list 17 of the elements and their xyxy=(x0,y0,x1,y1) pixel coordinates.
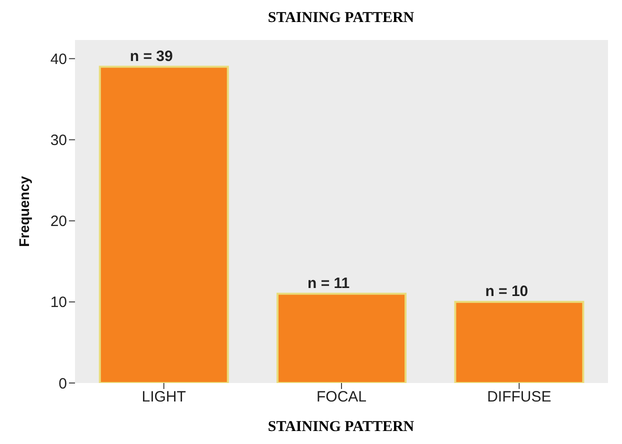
y-tick-label: 30 xyxy=(50,132,67,150)
bar xyxy=(276,292,407,383)
y-tick-label: 10 xyxy=(50,294,67,312)
data-label: n = 10 xyxy=(485,282,528,300)
x-axis-title: STAINING PATTERN xyxy=(266,418,416,436)
x-tick-label: LIGHT xyxy=(142,388,186,406)
y-axis-title: Frequency xyxy=(16,176,32,247)
bar xyxy=(454,300,584,383)
y-tick-label: 0 xyxy=(58,375,67,392)
chart-title: STAINING PATTERN xyxy=(266,9,416,28)
data-label: n = 39 xyxy=(130,48,173,65)
y-tick-label: 40 xyxy=(50,50,67,68)
bar xyxy=(98,66,229,383)
y-tick-label: 20 xyxy=(50,213,67,230)
x-tick-label: FOCAL xyxy=(316,388,367,406)
data-label: n = 11 xyxy=(308,274,350,292)
x-tick-label: DIFFUSE xyxy=(487,388,552,406)
